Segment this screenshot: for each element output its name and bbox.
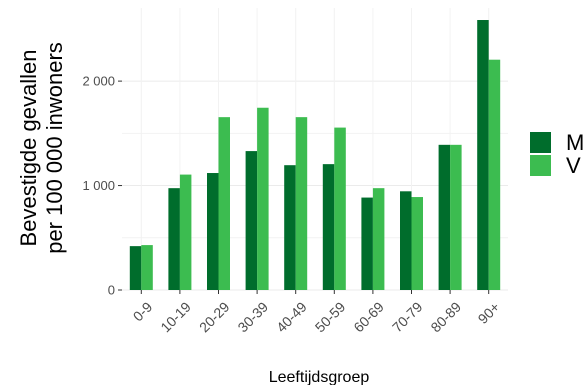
legend: MV xyxy=(530,130,584,178)
bar-V-0-9 xyxy=(141,245,153,290)
bar-M-0-9 xyxy=(129,246,142,290)
bar-V-40-49 xyxy=(295,117,308,291)
legend-key-M xyxy=(530,132,551,153)
bar-V-50-59 xyxy=(334,127,346,290)
bar-V-60-69 xyxy=(372,188,385,290)
bar-M-10-19 xyxy=(168,188,180,290)
x-tick-label: 20-29 xyxy=(196,299,233,336)
bar-M-60-69 xyxy=(361,197,373,290)
x-tick-label: 80-89 xyxy=(428,299,465,336)
x-axis-ticks: 0-9 10-19 20-29 30-39 40-49 50-59 60-69 70-79 80… xyxy=(130,290,503,335)
y-axis-title-line-2: per 100 000 inwoners xyxy=(42,42,67,254)
bar-V-10-19 xyxy=(179,174,192,290)
bar-M-90+ xyxy=(477,20,489,291)
y-tick-label: 1 000 xyxy=(82,178,115,193)
x-axis-title: Leeftijdsgroep xyxy=(269,369,370,385)
legend-key-V xyxy=(530,155,551,176)
x-tick-label: 50-59 xyxy=(312,299,349,336)
bar-M-50-59 xyxy=(322,164,335,290)
x-tick-label: 70-79 xyxy=(389,299,426,336)
bar-V-20-29 xyxy=(218,117,230,291)
bar-V-70-79 xyxy=(411,197,423,290)
y-tick-label: 2 000 xyxy=(82,74,115,89)
bar-M-80-89 xyxy=(438,144,451,290)
bar-M-20-29 xyxy=(207,173,219,290)
x-tick-label: 40-49 xyxy=(273,299,310,336)
y-tick-label: 0 xyxy=(108,283,115,298)
x-tick-label: 0-9 xyxy=(130,299,156,325)
x-tick-label: 90+ xyxy=(475,299,503,327)
legend-label-V: V xyxy=(566,153,581,178)
bars xyxy=(129,20,501,291)
legend-label-M: M xyxy=(566,130,584,155)
x-tick-label: 10-19 xyxy=(157,299,194,336)
bar-M-40-49 xyxy=(284,165,296,290)
x-tick-label: 30-39 xyxy=(235,299,272,336)
bar-V-80-89 xyxy=(450,144,462,290)
y-axis-title-line-1: Bevestigde gevallen xyxy=(16,50,41,247)
bar-V-90+ xyxy=(488,59,501,291)
y-axis-ticks: 0 1 000 2 000 xyxy=(82,74,122,298)
bar-M-70-79 xyxy=(400,191,412,290)
x-tick-label: 60-69 xyxy=(350,299,387,336)
bar-M-30-39 xyxy=(245,151,258,290)
bar-V-30-39 xyxy=(257,107,269,290)
